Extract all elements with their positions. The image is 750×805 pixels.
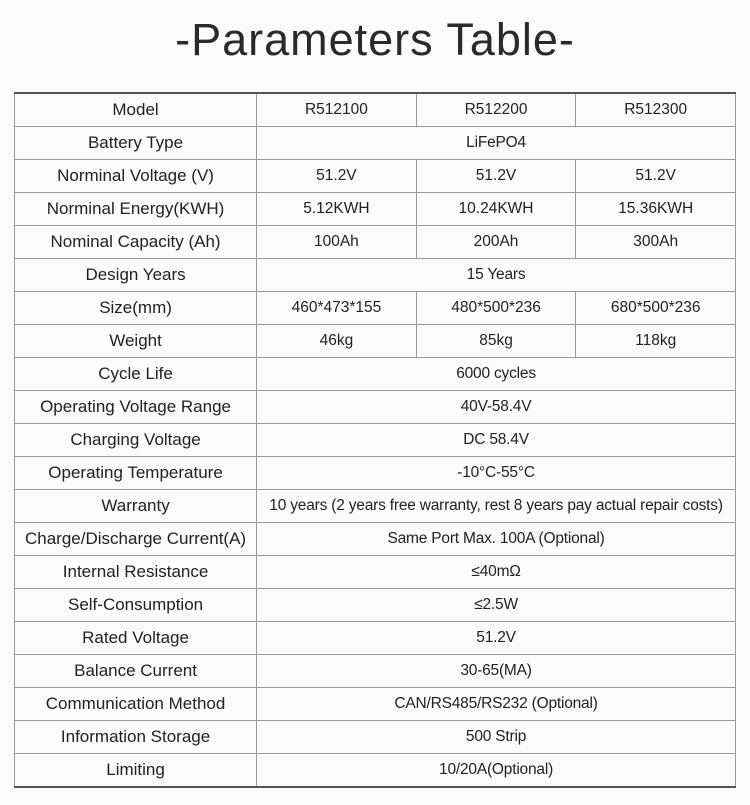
row-value: 51.2V (415, 159, 577, 193)
row-value: 680*500*236 (575, 291, 736, 325)
row-value: -10°C-55°C (256, 456, 736, 490)
row-value: 10 years (2 years free warranty, rest 8 … (256, 489, 736, 523)
row-value: CAN/RS485/RS232 (Optional) (256, 687, 736, 721)
table-row: Model R512100 R512200 R512300 (13, 92, 736, 127)
row-value: R512100 (256, 92, 417, 127)
page-title: -Parameters Table- (175, 14, 575, 65)
row-value: 51.2V (256, 621, 736, 655)
row-value: R512300 (575, 92, 736, 127)
row-label: Nominal Capacity (Ah) (13, 225, 258, 259)
table-row: Size(mm) 460*473*155 480*500*236 680*500*23… (13, 291, 736, 325)
table-row: Warranty 10 years (2 years free warranty,… (13, 489, 736, 523)
table-row: Nominal Capacity (Ah) 100Ah 200Ah 300Ah (13, 225, 736, 259)
row-value: 5.12KWH (256, 192, 417, 226)
table-row: Rated Voltage 51.2V (13, 621, 736, 655)
row-value: 10.24KWH (415, 192, 577, 226)
row-value: 30-65(MA) (256, 654, 736, 688)
table-row: Operating Voltage Range 40V-58.4V (13, 390, 736, 424)
row-label: Weight (13, 324, 258, 358)
row-label: Operating Temperature (13, 456, 258, 490)
parameters-table: Model R512100 R512200 R512300 Battery Type Li… (13, 92, 736, 788)
row-value: 15.36KWH (575, 192, 736, 226)
row-value: 15 Years (256, 258, 736, 292)
row-value: 300Ah (575, 225, 736, 259)
row-value: 200Ah (415, 225, 577, 259)
table-row: Information Storage 500 Strip (13, 720, 736, 754)
row-value: 480*500*236 (415, 291, 577, 325)
row-label: Norminal Energy(KWH) (13, 192, 258, 226)
row-label: Internal Resistance (13, 555, 258, 589)
row-value: 10/20A(Optional) (256, 753, 736, 788)
table-row: Charging Voltage DC 58.4V (13, 423, 736, 457)
row-value: 46kg (256, 324, 417, 358)
row-value: R512200 (415, 92, 577, 127)
row-label: Self-Consumption (13, 588, 258, 622)
row-value: DC 58.4V (256, 423, 736, 457)
row-label: Rated Voltage (13, 621, 258, 655)
row-label: Charging Voltage (13, 423, 258, 457)
row-value: LiFePO4 (256, 126, 736, 160)
row-label: Limiting (13, 753, 258, 788)
table-row: Norminal Energy(KWH) 5.12KWH 10.24KWH 15.36… (13, 192, 736, 226)
table-row: Weight 46kg 85kg 118kg (13, 324, 736, 358)
row-label: Communication Method (13, 687, 258, 721)
table-row: Self-Consumption ≤2.5W (13, 588, 736, 622)
row-label: Model (13, 92, 258, 127)
table-row: Cycle Life 6000 cycles (13, 357, 736, 391)
table-row: Norminal Voltage (V) 51.2V 51.2V 51.2V (13, 159, 736, 193)
table-row: Charge/Discharge Current(A) Same Port Max… (13, 522, 736, 556)
row-value: 40V-58.4V (256, 390, 736, 424)
row-value: ≤2.5W (256, 588, 736, 622)
row-label: Operating Voltage Range (13, 390, 258, 424)
row-value: 100Ah (256, 225, 417, 259)
row-label: Warranty (13, 489, 258, 523)
row-value: 51.2V (256, 159, 417, 193)
row-value: 6000 cycles (256, 357, 736, 391)
table-row: Battery Type LiFePO4 (13, 126, 736, 160)
row-label: Norminal Voltage (V) (13, 159, 258, 193)
table-row: Internal Resistance ≤40mΩ (13, 555, 736, 589)
table-row: Communication Method CAN/RS485/RS232 (Opt… (13, 687, 736, 721)
row-value: 500 Strip (256, 720, 736, 754)
row-label: Cycle Life (13, 357, 258, 391)
row-value: 51.2V (575, 159, 736, 193)
row-label: Information Storage (13, 720, 258, 754)
row-value: ≤40mΩ (256, 555, 736, 589)
row-label: Design Years (13, 258, 258, 292)
row-value: 460*473*155 (256, 291, 417, 325)
table-row: Limiting 10/20A(Optional) (13, 753, 736, 788)
row-label: Size(mm) (13, 291, 258, 325)
table-row: Balance Current 30-65(MA) (13, 654, 736, 688)
table-row: Design Years 15 Years (13, 258, 736, 292)
row-label: Balance Current (13, 654, 258, 688)
row-label: Battery Type (13, 126, 258, 160)
row-value: 85kg (415, 324, 577, 358)
row-value: 118kg (575, 324, 736, 358)
table-row: Operating Temperature -10°C-55°C (13, 456, 736, 490)
row-value: Same Port Max. 100A (Optional) (256, 522, 736, 556)
row-label: Charge/Discharge Current(A) (13, 522, 258, 556)
